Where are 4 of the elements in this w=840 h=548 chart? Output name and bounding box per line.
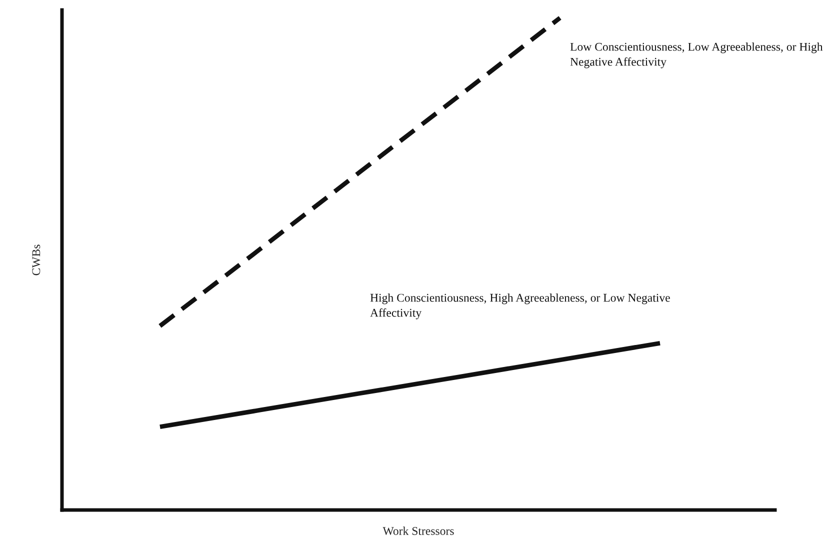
text: Low Conscientiousness, Low Agreeableness, or High Negative Affectivity [570, 42, 823, 68]
y-axis-title: CWBs [32, 244, 40, 276]
text: High Conscientiousness, High Agreeableness, or Low Negative Affectivity [370, 293, 670, 320]
x-axis-title: Work Stressors [382, 526, 454, 536]
